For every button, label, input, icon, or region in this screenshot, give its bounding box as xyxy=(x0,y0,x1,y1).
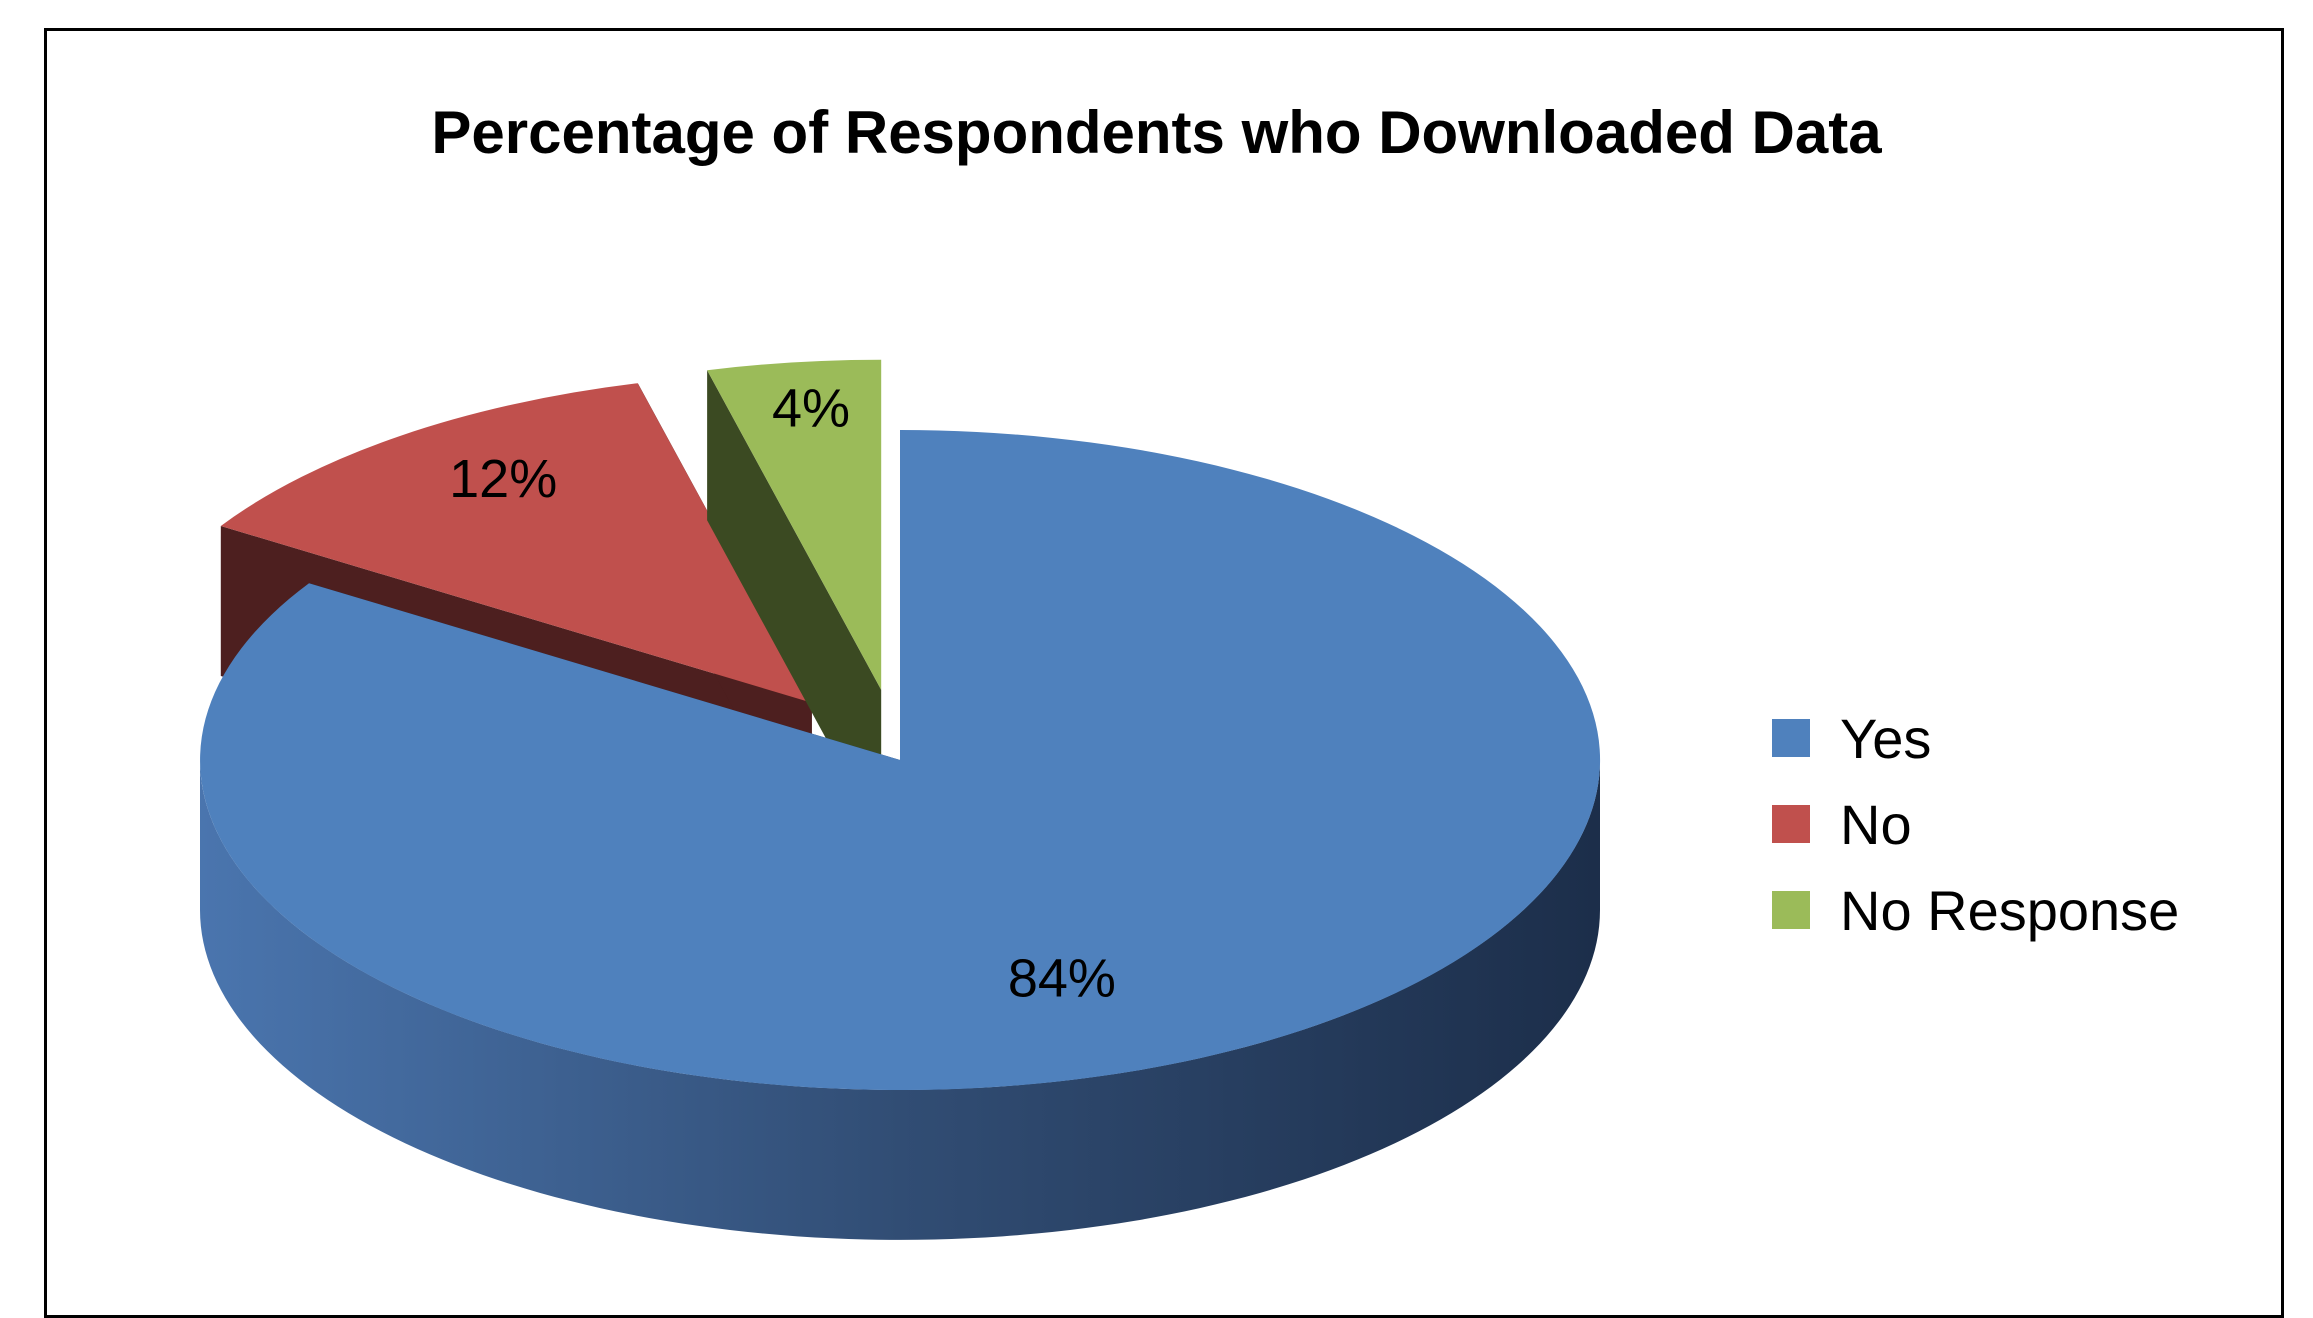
legend-swatch xyxy=(1772,805,1810,843)
legend-label: Yes xyxy=(1840,706,1932,770)
chart-title: Percentage of Respondents who Downloaded… xyxy=(431,99,1882,166)
legend-swatch xyxy=(1772,719,1810,757)
legend-label: No xyxy=(1840,792,1912,856)
legend-swatch xyxy=(1772,891,1810,929)
data-label-yes: 84% xyxy=(1008,948,1116,1008)
pie-wall-no-response-0 xyxy=(707,370,882,840)
pie-slice-no xyxy=(220,383,812,703)
legend-item-no-response: No Response xyxy=(1772,878,2180,942)
legend-label: No Response xyxy=(1840,878,2180,942)
legend-item-yes: Yes xyxy=(1772,706,1932,770)
pie-slice-yes xyxy=(200,430,1601,1090)
pie-slice-no-response xyxy=(707,359,882,690)
data-label-no: 12% xyxy=(449,449,557,509)
legend-item-no: No xyxy=(1772,792,1912,856)
pie-rim-yes xyxy=(200,760,1600,1240)
data-label-no-response: 4% xyxy=(772,378,850,438)
